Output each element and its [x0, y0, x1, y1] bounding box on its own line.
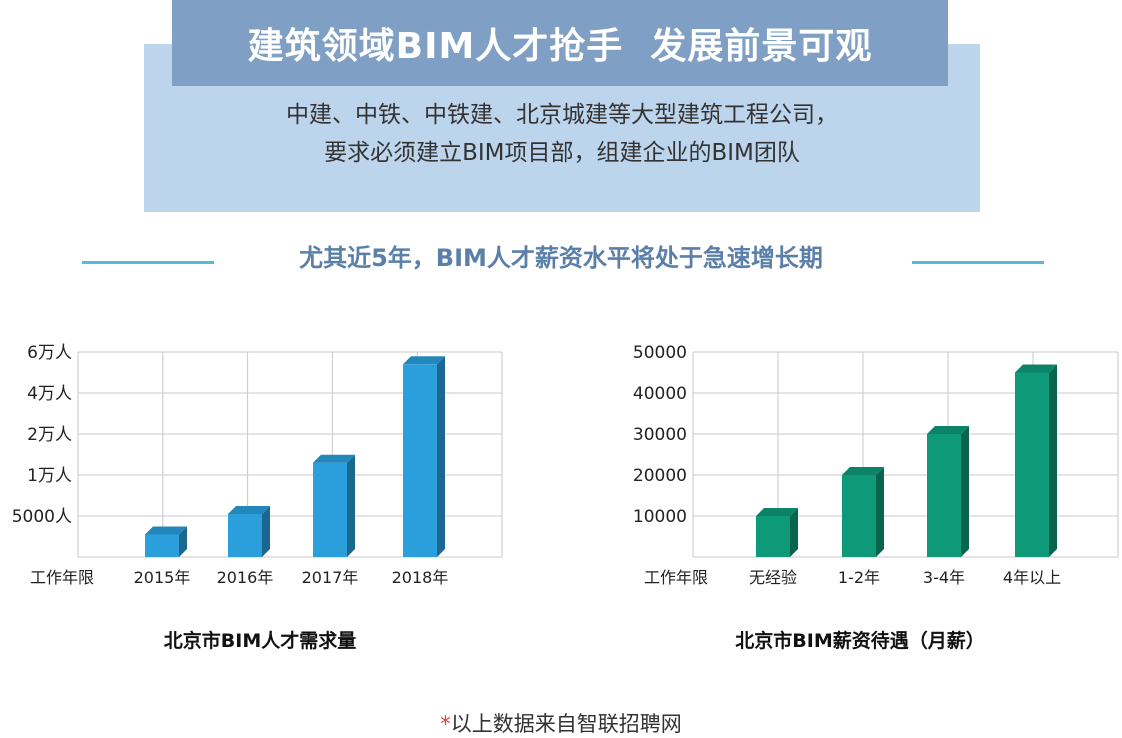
y-tick-label: 1万人: [27, 466, 72, 486]
x-tick-label: 3-4年: [923, 568, 965, 587]
bar-top: [145, 526, 187, 535]
y-tick-label: 6万人: [27, 343, 72, 363]
x-tick-label: 无经验: [749, 568, 797, 587]
bar: [842, 475, 876, 557]
bar-side: [961, 426, 969, 557]
bar-side: [347, 454, 355, 557]
bar: [1015, 372, 1049, 557]
x-tick-label: 2016年: [217, 568, 274, 587]
y-tick-label: 20000: [633, 466, 687, 486]
x-tick-label: 2017年: [302, 568, 359, 587]
subheading-rule-right: [912, 261, 1044, 264]
bar-top: [228, 505, 270, 514]
y-tick-label: 5000人: [12, 507, 72, 527]
info-line-2: 要求必须建立BIM项目部，组建企业的BIM团队: [324, 140, 800, 166]
bar-side: [437, 356, 445, 557]
subheading-rule-left: [82, 261, 214, 264]
bar-side: [179, 526, 187, 557]
bar-top: [403, 356, 445, 365]
bar-top: [313, 454, 355, 463]
bar: [403, 364, 437, 557]
headline-banner: 建筑领域BIM人才抢手 发展前景可观: [172, 0, 948, 86]
subheading: 尤其近5年，BIM人才薪资水平将处于急速增长期: [299, 244, 823, 272]
y-tick-label: 2万人: [27, 425, 72, 445]
bar-top: [842, 467, 884, 475]
bar: [756, 516, 790, 557]
x-axis-label: 工作年限: [30, 568, 94, 587]
y-tick-label: 50000: [633, 343, 687, 363]
bar-side: [876, 467, 884, 557]
bar-top: [756, 508, 798, 516]
y-tick-label: 4万人: [27, 384, 72, 404]
x-axis-label: 工作年限: [644, 568, 708, 587]
y-tick-label: 10000: [633, 507, 687, 527]
y-tick-label: 30000: [633, 425, 687, 445]
salary-chart: 10000 20000 30000 40000 50000 工作年限 无经验 1-2年 3-4年…: [633, 343, 1119, 587]
info-box-text: 中建、中铁、中铁建、北京城建等大型建筑工程公司， 要求必须建立BIM项目部，组建…: [144, 96, 980, 172]
bar: [927, 434, 961, 557]
x-tick-label: 1-2年: [838, 568, 880, 587]
bar-top: [927, 426, 969, 434]
bar-side: [790, 508, 798, 557]
x-tick-label: 2015年: [134, 568, 191, 587]
y-tick-label: 40000: [633, 384, 687, 404]
x-tick-label: 2018年: [392, 568, 449, 587]
bar-top: [1015, 364, 1057, 373]
footnote-text: 以上数据来自智联招聘网: [450, 712, 682, 736]
bar-side: [1049, 364, 1057, 557]
bar-side: [262, 505, 270, 557]
footnote-marker: *: [440, 712, 451, 736]
bar: [228, 513, 262, 557]
salary-chart-title: 北京市BIM薪资待遇（月薪）: [735, 630, 985, 652]
bar: [145, 534, 179, 557]
demand-chart-title: 北京市BIM人才需求量: [163, 630, 357, 652]
bar: [313, 462, 347, 557]
x-tick-label: 4年以上: [1003, 568, 1061, 587]
source-footnote: *以上数据来自智联招聘网: [0, 708, 1122, 738]
info-line-1: 中建、中铁、中铁建、北京城建等大型建筑工程公司，: [286, 102, 838, 128]
headline-title: 建筑领域BIM人才抢手 发展前景可观: [247, 26, 873, 67]
